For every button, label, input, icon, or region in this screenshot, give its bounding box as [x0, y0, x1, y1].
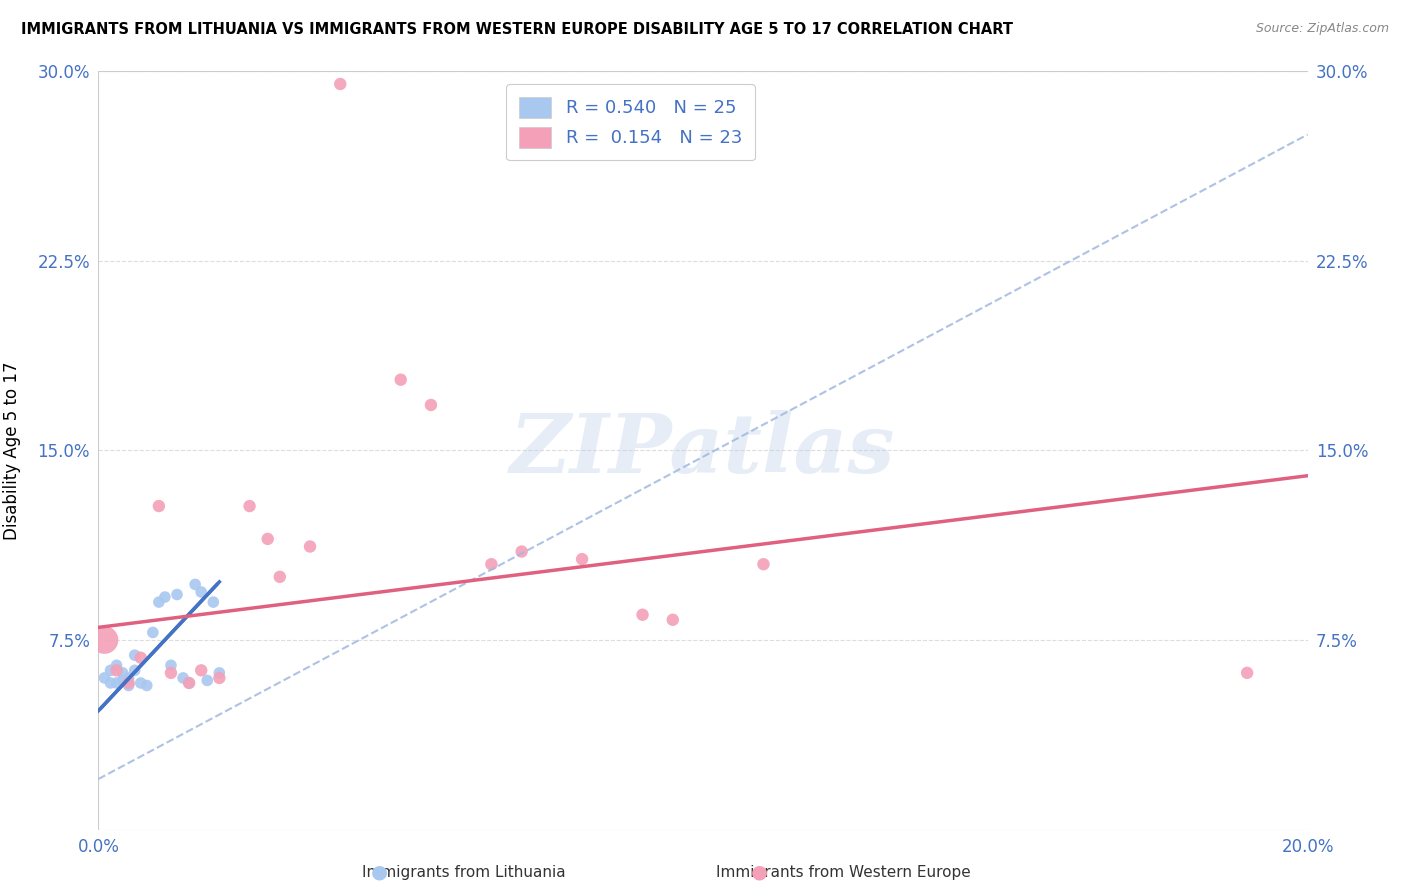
Point: [420, 398, 443, 412]
Point: [179, 676, 201, 690]
Point: [111, 665, 134, 680]
Point: [202, 595, 225, 609]
Point: [160, 665, 183, 680]
Point: [661, 613, 683, 627]
Text: IMMIGRANTS FROM LITHUANIA VS IMMIGRANTS FROM WESTERN EUROPE DISABILITY AGE 5 TO : IMMIGRANTS FROM LITHUANIA VS IMMIGRANTS …: [21, 22, 1014, 37]
Point: [269, 570, 291, 584]
Point: [256, 532, 278, 546]
Point: [105, 664, 128, 678]
Text: Immigrants from Western Europe: Immigrants from Western Europe: [716, 865, 972, 880]
Point: [100, 676, 122, 690]
Point: [129, 676, 152, 690]
Point: [389, 373, 412, 387]
Point: [118, 678, 141, 692]
Point: [105, 658, 128, 673]
Point: [299, 540, 322, 554]
Point: [481, 557, 503, 572]
Point: [510, 544, 533, 558]
Point: [105, 676, 128, 690]
Point: [111, 673, 134, 688]
Point: [208, 665, 231, 680]
Point: [631, 607, 654, 622]
Point: [190, 664, 212, 678]
Text: Source: ZipAtlas.com: Source: ZipAtlas.com: [1256, 22, 1389, 36]
Point: [148, 499, 170, 513]
Point: [153, 590, 176, 604]
Point: [179, 676, 201, 690]
Point: [100, 664, 122, 678]
Point: [124, 648, 146, 662]
Point: [124, 664, 146, 678]
Point: [571, 552, 593, 566]
Text: ●: ●: [751, 863, 768, 882]
Point: [148, 595, 170, 609]
Point: [142, 625, 165, 640]
Point: [239, 499, 262, 513]
Point: [118, 671, 141, 685]
Point: [166, 588, 188, 602]
Text: ZIPatlas: ZIPatlas: [510, 410, 896, 491]
Text: ●: ●: [371, 863, 388, 882]
Text: Immigrants from Lithuania: Immigrants from Lithuania: [363, 865, 565, 880]
Point: [752, 557, 775, 572]
Point: [329, 77, 352, 91]
Point: [172, 671, 194, 685]
Point: [135, 678, 157, 692]
Point: [160, 658, 183, 673]
Point: [195, 673, 218, 688]
Point: [129, 650, 152, 665]
Y-axis label: Disability Age 5 to 17: Disability Age 5 to 17: [3, 361, 21, 540]
Point: [93, 633, 115, 648]
Point: [1236, 665, 1258, 680]
Point: [118, 676, 141, 690]
Legend: R = 0.540   N = 25, R =  0.154   N = 23: R = 0.540 N = 25, R = 0.154 N = 23: [506, 84, 755, 161]
Point: [190, 585, 212, 599]
Point: [184, 577, 207, 591]
Point: [93, 671, 115, 685]
Point: [208, 671, 231, 685]
